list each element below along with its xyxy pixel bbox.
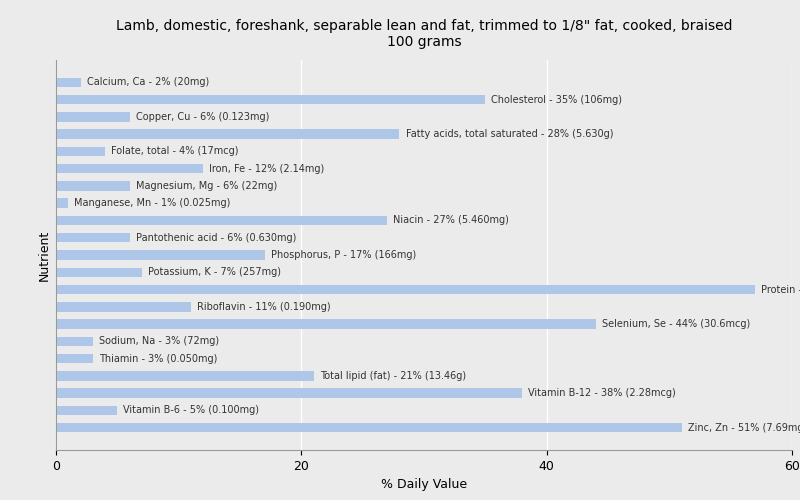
Text: Selenium, Se - 44% (30.6mcg): Selenium, Se - 44% (30.6mcg)	[602, 319, 750, 329]
Text: Magnesium, Mg - 6% (22mg): Magnesium, Mg - 6% (22mg)	[136, 181, 277, 191]
Bar	[56, 388, 522, 398]
Text: Vitamin B-12 - 38% (2.28mcg): Vitamin B-12 - 38% (2.28mcg)	[528, 388, 676, 398]
Text: Protein - 57% (28.37g): Protein - 57% (28.37g)	[762, 284, 800, 294]
Bar	[56, 285, 755, 294]
Bar	[56, 423, 682, 432]
Text: Zinc, Zn - 51% (7.69mg): Zinc, Zn - 51% (7.69mg)	[688, 422, 800, 432]
X-axis label: % Daily Value: % Daily Value	[381, 478, 467, 492]
Bar	[56, 216, 387, 225]
Bar	[56, 371, 314, 380]
Text: Vitamin B-6 - 5% (0.100mg): Vitamin B-6 - 5% (0.100mg)	[123, 406, 259, 415]
Y-axis label: Nutrient: Nutrient	[38, 230, 50, 280]
Text: Calcium, Ca - 2% (20mg): Calcium, Ca - 2% (20mg)	[86, 78, 209, 88]
Bar	[56, 250, 265, 260]
Bar	[56, 302, 191, 312]
Text: Total lipid (fat) - 21% (13.46g): Total lipid (fat) - 21% (13.46g)	[320, 371, 466, 381]
Bar	[56, 268, 142, 277]
Text: Riboflavin - 11% (0.190mg): Riboflavin - 11% (0.190mg)	[197, 302, 330, 312]
Text: Manganese, Mn - 1% (0.025mg): Manganese, Mn - 1% (0.025mg)	[74, 198, 230, 208]
Text: Pantothenic acid - 6% (0.630mg): Pantothenic acid - 6% (0.630mg)	[136, 232, 296, 242]
Text: Cholesterol - 35% (106mg): Cholesterol - 35% (106mg)	[491, 94, 622, 104]
Text: Niacin - 27% (5.460mg): Niacin - 27% (5.460mg)	[394, 216, 510, 226]
Text: Iron, Fe - 12% (2.14mg): Iron, Fe - 12% (2.14mg)	[210, 164, 325, 173]
Bar	[56, 164, 203, 173]
Text: Potassium, K - 7% (257mg): Potassium, K - 7% (257mg)	[148, 268, 281, 278]
Bar	[56, 198, 68, 208]
Bar	[56, 181, 130, 190]
Bar	[56, 112, 130, 122]
Bar	[56, 336, 93, 346]
Bar	[56, 78, 81, 87]
Text: Phosphorus, P - 17% (166mg): Phosphorus, P - 17% (166mg)	[270, 250, 416, 260]
Bar	[56, 146, 105, 156]
Text: Folate, total - 4% (17mcg): Folate, total - 4% (17mcg)	[111, 146, 238, 156]
Text: Sodium, Na - 3% (72mg): Sodium, Na - 3% (72mg)	[99, 336, 219, 346]
Text: Copper, Cu - 6% (0.123mg): Copper, Cu - 6% (0.123mg)	[136, 112, 269, 122]
Bar	[56, 95, 486, 104]
Bar	[56, 320, 596, 329]
Text: Fatty acids, total saturated - 28% (5.630g): Fatty acids, total saturated - 28% (5.63…	[406, 129, 613, 139]
Title: Lamb, domestic, foreshank, separable lean and fat, trimmed to 1/8" fat, cooked, : Lamb, domestic, foreshank, separable lea…	[116, 19, 732, 49]
Bar	[56, 130, 399, 139]
Bar	[56, 406, 118, 415]
Text: Thiamin - 3% (0.050mg): Thiamin - 3% (0.050mg)	[99, 354, 218, 364]
Bar	[56, 354, 93, 364]
Bar	[56, 233, 130, 242]
